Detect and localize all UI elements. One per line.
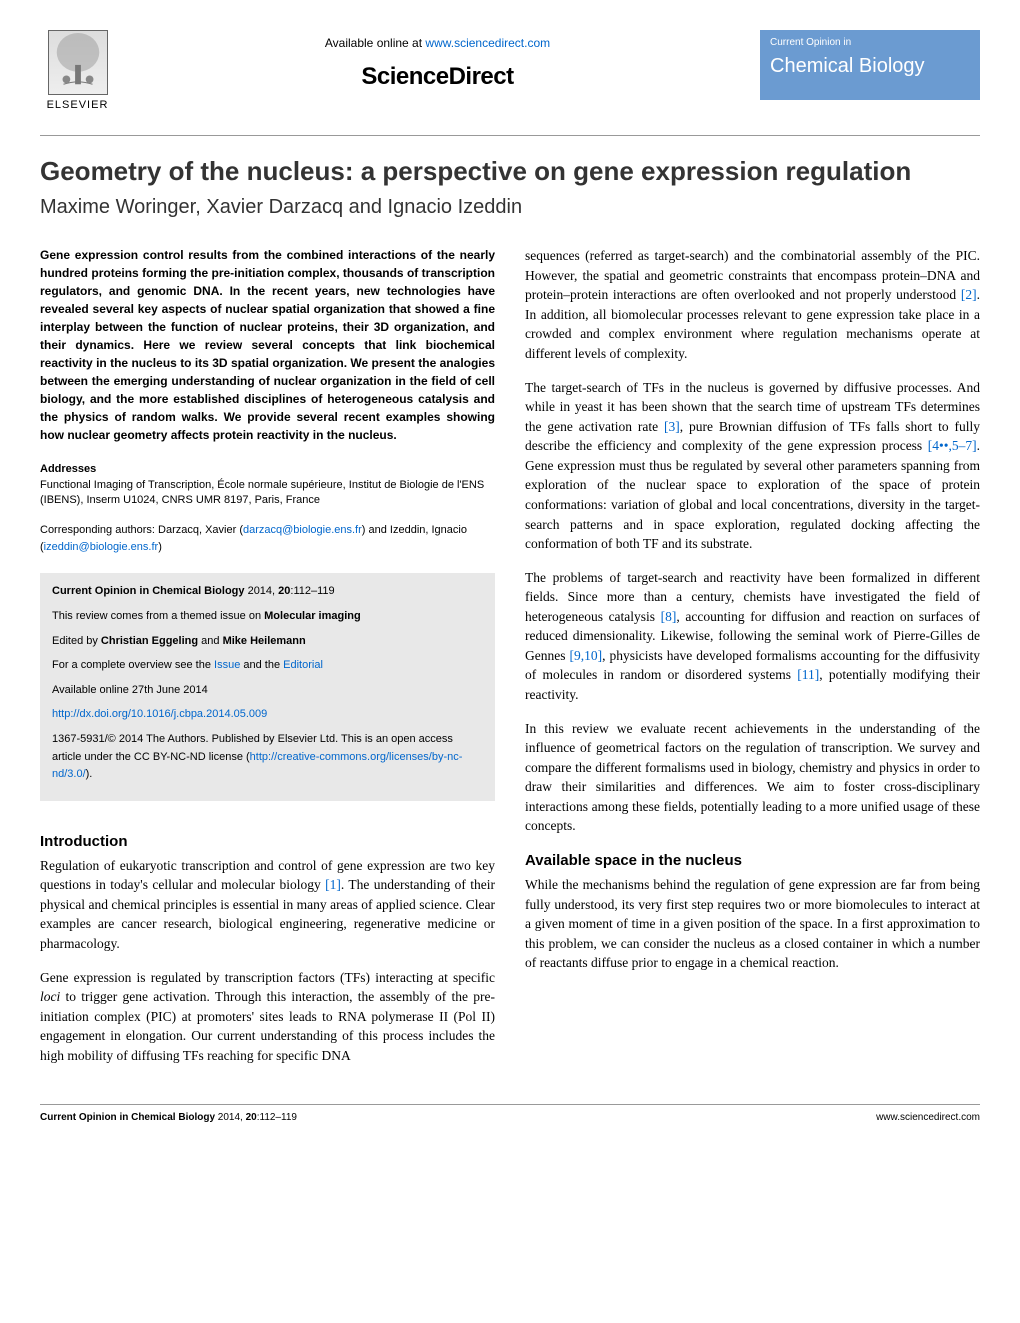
intro-p2-b: to trigger gene activation. Through this… [40, 989, 495, 1063]
intro-paragraph-2: Gene expression is regulated by transcri… [40, 968, 495, 1066]
footer-vol: 20 [246, 1112, 257, 1123]
footer-pages: :112–119 [257, 1112, 297, 1123]
editor-2: Mike Heilemann [223, 635, 306, 647]
header-center: Available online at www.sciencedirect.co… [115, 30, 760, 93]
page-header: ELSEVIER Available online at www.science… [40, 30, 980, 136]
ref-11-link[interactable]: [11] [797, 667, 819, 682]
themed-prefix: This review comes from a themed issue on [52, 610, 264, 622]
overview-issue-link[interactable]: Issue [214, 659, 240, 671]
ref-9-10-link[interactable]: [9,10] [570, 648, 603, 663]
overview-editorial-link[interactable]: Editorial [283, 659, 323, 671]
citation-year: 2014, [245, 585, 279, 597]
intro-paragraph-1: Regulation of eukaryotic transcription a… [40, 856, 495, 954]
col2-paragraph-3: The problems of target-search and reacti… [525, 568, 980, 705]
edited-prefix: Edited by [52, 635, 101, 647]
corresponding-email-1[interactable]: darzacq@biologie.ens.fr [243, 524, 362, 536]
themed-issue: Molecular imaging [264, 610, 361, 622]
editors-and: and [198, 635, 222, 647]
col2-paragraph-2: The target-search of TFs in the nucleus … [525, 378, 980, 554]
doi-link[interactable]: http://dx.doi.org/10.1016/j.cbpa.2014.05… [52, 708, 267, 720]
col2-p2-c: . Gene expression must thus be regulated… [525, 438, 980, 551]
article-authors: Maxime Woringer, Xavier Darzacq and Igna… [40, 193, 980, 221]
infobox-copyright: 1367-5931/© 2014 The Authors. Published … [52, 731, 483, 784]
elsevier-label: ELSEVIER [47, 98, 109, 113]
infobox-citation: Current Opinion in Chemical Biology 2014… [52, 583, 483, 601]
two-column-layout: Gene expression control results from the… [40, 246, 980, 1079]
corresponding-authors: Corresponding authors: Darzacq, Xavier (… [40, 522, 495, 555]
journal-badge-top: Current Opinion in [770, 36, 970, 50]
overview-and: and the [240, 659, 283, 671]
overview-prefix: For a complete overview see the [52, 659, 214, 671]
infobox-themed: This review comes from a themed issue on… [52, 608, 483, 626]
ref-4-7-link[interactable]: [4••,5–7] [928, 438, 977, 453]
footer-left: Current Opinion in Chemical Biology 2014… [40, 1111, 297, 1125]
footer-right: www.sciencedirect.com [876, 1111, 980, 1125]
sciencedirect-logo: ScienceDirect [115, 60, 760, 94]
corresponding-suffix: ) [158, 541, 162, 553]
article-info-box: Current Opinion in Chemical Biology 2014… [40, 573, 495, 800]
ref-3-link[interactable]: [3] [664, 419, 680, 434]
citation-journal: Current Opinion in Chemical Biology [52, 585, 245, 597]
available-prefix: Available online at [325, 36, 426, 50]
available-space-heading: Available space in the nucleus [525, 850, 980, 871]
intro-p2-loci: loci [40, 989, 60, 1004]
elsevier-logo: ELSEVIER [40, 30, 115, 120]
citation-pages: :112–119 [290, 585, 334, 597]
journal-badge: Current Opinion in Chemical Biology [760, 30, 980, 100]
col2-paragraph-1: sequences (referred as target-search) an… [525, 246, 980, 363]
available-space-paragraph-1: While the mechanisms behind the regulati… [525, 875, 980, 973]
right-column: sequences (referred as target-search) an… [525, 246, 980, 1079]
abstract-text: Gene expression control results from the… [40, 246, 495, 444]
intro-p2-a: Gene expression is regulated by transcri… [40, 970, 495, 985]
article-title: Geometry of the nucleus: a perspective o… [40, 156, 980, 187]
ref-1-link[interactable]: [1] [325, 877, 341, 892]
journal-badge-main: Chemical Biology [770, 52, 970, 80]
ref-8-link[interactable]: [8] [661, 609, 677, 624]
editor-1: Christian Eggeling [101, 635, 198, 647]
sciencedirect-url-link[interactable]: www.sciencedirect.com [425, 36, 550, 50]
elsevier-tree-icon [48, 30, 108, 95]
citation-vol: 20 [278, 585, 290, 597]
col2-paragraph-4: In this review we evaluate recent achiev… [525, 719, 980, 836]
left-column: Gene expression control results from the… [40, 246, 495, 1079]
page-footer: Current Opinion in Chemical Biology 2014… [40, 1104, 980, 1125]
copyright-suffix: ). [86, 768, 93, 780]
infobox-overview: For a complete overview see the Issue an… [52, 657, 483, 675]
ref-2-link[interactable]: [2] [961, 287, 977, 302]
footer-journal: Current Opinion in Chemical Biology [40, 1112, 215, 1123]
addresses-text: Functional Imaging of Transcription, Éco… [40, 478, 495, 509]
infobox-available-online: Available online 27th June 2014 [52, 682, 483, 700]
addresses-heading: Addresses [40, 462, 495, 477]
corresponding-email-2[interactable]: izeddin@biologie.ens.fr [44, 541, 159, 553]
footer-year: 2014, [215, 1112, 246, 1123]
col2-p1-a: sequences (referred as target-search) an… [525, 248, 980, 302]
available-online-text: Available online at www.sciencedirect.co… [115, 35, 760, 52]
page-container: ELSEVIER Available online at www.science… [0, 0, 1020, 1145]
infobox-doi: http://dx.doi.org/10.1016/j.cbpa.2014.05… [52, 706, 483, 724]
corresponding-prefix: Corresponding authors: Darzacq, Xavier ( [40, 524, 243, 536]
infobox-editors: Edited by Christian Eggeling and Mike He… [52, 633, 483, 651]
introduction-heading: Introduction [40, 831, 495, 852]
